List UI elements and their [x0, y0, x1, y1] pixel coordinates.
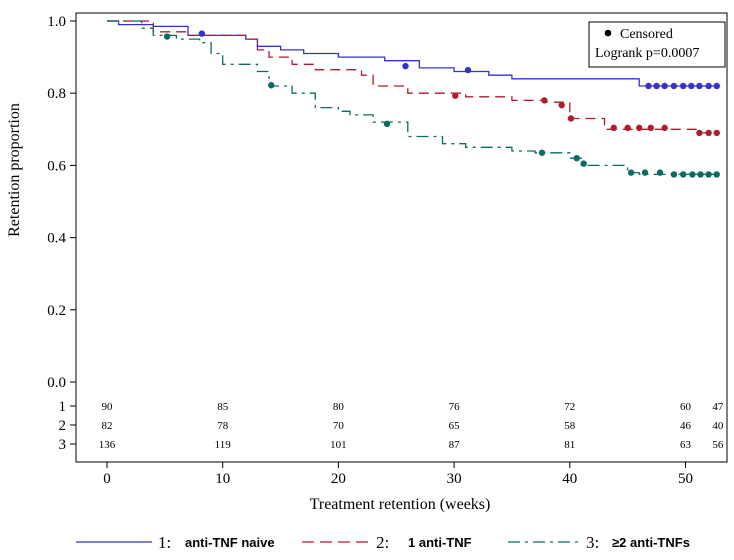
- x-tick-label: 20: [331, 471, 346, 487]
- risk-count: 40: [712, 420, 724, 432]
- censored-point: [610, 124, 617, 132]
- risk-count: 63: [680, 439, 692, 451]
- censored-point: [713, 171, 720, 178]
- censored-point: [661, 82, 668, 90]
- plot-frame: [75, 12, 728, 463]
- risk-count: 101: [330, 439, 347, 451]
- censored-point: [198, 30, 206, 37]
- risk-count: 58: [564, 420, 576, 432]
- y-axis-label: Retention proportion: [6, 103, 23, 237]
- legend-number-2: 2:: [376, 533, 389, 552]
- risk-count: 60: [680, 401, 692, 413]
- censored-point: [163, 33, 171, 40]
- risk-count: 82: [102, 420, 113, 432]
- risk-row-label: 1: [59, 399, 67, 415]
- legend-number-1: 1:: [158, 533, 171, 552]
- risk-count: 72: [564, 401, 575, 413]
- risk-count: 70: [333, 420, 345, 432]
- censored-marker-icon: [604, 29, 612, 37]
- censored-point: [268, 82, 275, 89]
- y-tick-label: 0.6: [47, 158, 66, 174]
- censored-point: [689, 171, 696, 178]
- risk-row-label: 3: [59, 437, 67, 453]
- series-line-3: [107, 20, 721, 176]
- legend-label-1: anti-TNF naive: [185, 535, 275, 550]
- risk-count: 81: [564, 439, 575, 451]
- risk-count: 119: [215, 439, 232, 451]
- censored-point: [656, 169, 664, 176]
- censored-point: [641, 169, 649, 176]
- series-line-2: [107, 20, 721, 134]
- risk-count: 65: [449, 420, 461, 432]
- censored-point: [624, 124, 631, 132]
- censored-point: [402, 62, 409, 70]
- censored-point: [670, 171, 678, 178]
- censored-point: [679, 82, 687, 90]
- y-tick-label: 0.8: [47, 86, 66, 102]
- legend-label-2: 1 anti-TNF: [408, 535, 472, 550]
- censored-point: [705, 82, 712, 90]
- censored-point: [713, 82, 720, 90]
- censored-point: [464, 66, 472, 74]
- series-line-1: [107, 20, 721, 87]
- censored-point: [647, 124, 654, 132]
- risk-count: 56: [712, 439, 724, 451]
- y-tick-label: 0.4: [47, 231, 66, 247]
- info-box: [588, 21, 726, 68]
- legend: 1: anti-TNF naive 2: 1 anti-TNF 3: ≥2 an…: [76, 533, 690, 552]
- censored-point: [558, 101, 565, 109]
- legend-label-3: ≥2 anti-TNFs: [612, 535, 690, 550]
- risk-count: 47: [712, 401, 724, 413]
- x-tick-label: 10: [215, 471, 230, 487]
- risk-count: 80: [333, 401, 345, 413]
- censored-point: [636, 124, 643, 132]
- risk-row-label: 2: [59, 418, 67, 434]
- info-logrank-label: Logrank p=0.0007: [595, 46, 699, 61]
- y-tick-label: 1.0: [47, 14, 66, 30]
- risk-count: 90: [102, 401, 114, 413]
- x-tick-label: 0: [103, 471, 111, 487]
- censored-point: [679, 171, 687, 178]
- censored-point: [567, 115, 575, 122]
- censored-point: [645, 82, 652, 90]
- y-tick-label: 0.2: [47, 303, 66, 319]
- y-tick-label: 0.0: [47, 375, 66, 391]
- x-tick-label: 50: [678, 471, 693, 487]
- censored-point: [538, 149, 546, 156]
- censored-point: [688, 82, 695, 90]
- censored-point: [705, 129, 712, 137]
- censored-point: [452, 92, 459, 99]
- risk-count: 85: [217, 401, 229, 413]
- risk-count: 136: [99, 439, 116, 451]
- censored-point: [697, 171, 704, 178]
- censored-point: [383, 120, 391, 128]
- censored-point: [541, 97, 548, 104]
- x-axis-label: Treatment retention (weeks): [310, 496, 491, 513]
- risk-count: 78: [217, 420, 229, 432]
- censored-point: [705, 171, 712, 178]
- x-tick-label: 30: [447, 471, 462, 487]
- censored-point: [713, 129, 720, 137]
- risk-count: 76: [449, 401, 461, 413]
- censored-point: [661, 124, 668, 132]
- x-tick-label: 40: [562, 471, 577, 487]
- risk-count: 46: [680, 420, 692, 432]
- censored-point: [696, 129, 703, 137]
- censored-point: [696, 82, 703, 90]
- censored-point: [653, 82, 660, 90]
- censored-point: [573, 154, 580, 162]
- legend-number-3: 3:: [586, 533, 599, 552]
- censored-point: [627, 169, 635, 176]
- info-censored-label: Censored: [620, 27, 673, 42]
- censored-point: [580, 160, 587, 167]
- censored-point: [670, 82, 678, 90]
- risk-count: 87: [449, 439, 461, 451]
